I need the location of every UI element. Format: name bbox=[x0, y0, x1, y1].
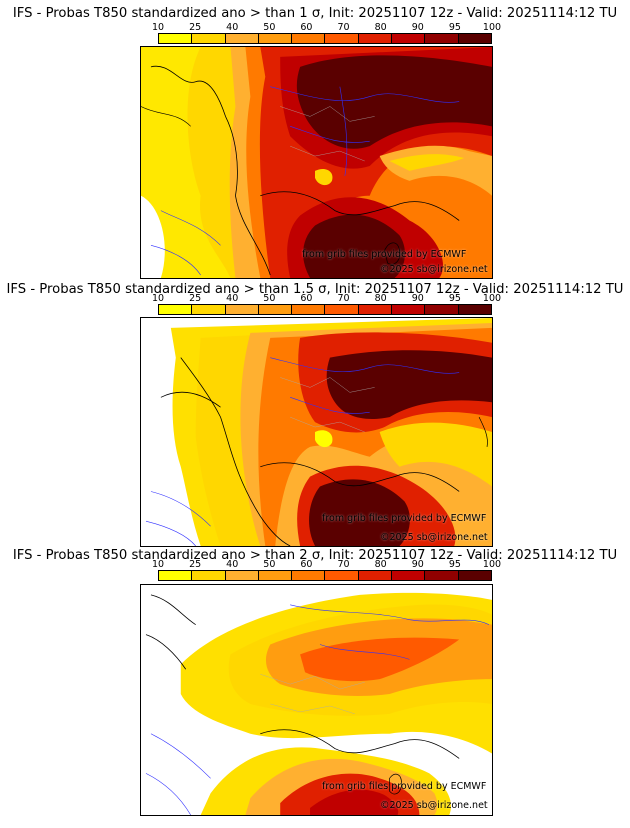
colorbar-tick-label: 25 bbox=[189, 559, 202, 570]
colorbar-tick-label: 40 bbox=[226, 293, 239, 304]
colorbar-swatch bbox=[392, 34, 426, 43]
colorbar-tick-label: 90 bbox=[411, 293, 424, 304]
panel-1-title: IFS - Probas T850 standardized ano > tha… bbox=[12, 6, 618, 21]
colorbar-tick-label: 70 bbox=[337, 559, 350, 570]
colorbar-swatch bbox=[325, 34, 359, 43]
panel-3-map-svg bbox=[141, 585, 492, 815]
colorbar-tick-label: 95 bbox=[448, 22, 461, 33]
colorbar-swatch bbox=[258, 571, 293, 580]
colorbar-swatch bbox=[458, 34, 491, 43]
colorbar-swatch bbox=[425, 571, 459, 580]
colorbar-tick-label: 95 bbox=[448, 293, 461, 304]
colorbar-swatch bbox=[292, 571, 326, 580]
colorbar-tick-label: 95 bbox=[448, 559, 461, 570]
panel-3-credit-copyright: ©2025 sb@irizone.net bbox=[380, 800, 488, 811]
panel-2-title: IFS - Probas T850 standardized ano > tha… bbox=[6, 282, 624, 297]
colorbar-tick-label: 40 bbox=[226, 22, 239, 33]
colorbar-swatch bbox=[225, 305, 259, 314]
colorbar-swatch bbox=[258, 34, 293, 43]
colorbar-swatch bbox=[225, 571, 259, 580]
colorbar-tick-label: 60 bbox=[300, 22, 313, 33]
colorbar-tick-label: 90 bbox=[411, 559, 424, 570]
panel-2-credit-source: from grib files provided by ECMWF bbox=[322, 513, 487, 524]
panel-1-colorbar-ticks: 10 25 40 50 60 70 80 90 95 100 bbox=[152, 22, 501, 33]
colorbar-swatch bbox=[325, 305, 359, 314]
colorbar-tick-label: 50 bbox=[263, 22, 276, 33]
colorbar-tick-label: 100 bbox=[482, 559, 502, 570]
colorbar-swatch bbox=[192, 571, 226, 580]
panel-2-colorbar bbox=[158, 304, 492, 315]
colorbar-swatch bbox=[292, 34, 326, 43]
colorbar-tick-label: 10 bbox=[151, 293, 165, 304]
colorbar-swatch bbox=[392, 571, 426, 580]
colorbar-swatch bbox=[192, 305, 226, 314]
colorbar-swatch bbox=[392, 305, 426, 314]
panel-2-credit-copyright: ©2025 sb@irizone.net bbox=[380, 532, 488, 543]
panel-2-map-svg bbox=[141, 318, 492, 546]
panel-1-credit-copyright: ©2025 sb@irizone.net bbox=[380, 264, 488, 275]
colorbar-swatch bbox=[425, 305, 459, 314]
colorbar-tick-label: 100 bbox=[482, 22, 502, 33]
colorbar-swatch bbox=[258, 305, 293, 314]
colorbar-tick-label: 60 bbox=[300, 293, 313, 304]
colorbar-swatch bbox=[458, 571, 491, 580]
panel-1-map-svg bbox=[141, 47, 492, 278]
colorbar-tick-label: 100 bbox=[482, 293, 502, 304]
colorbar-tick-label: 40 bbox=[226, 559, 239, 570]
panel-1-colorbar bbox=[158, 33, 492, 44]
colorbar-swatch bbox=[358, 34, 393, 43]
colorbar-swatch bbox=[325, 571, 359, 580]
panel-3-colorbar-ticks: 10 25 40 50 60 70 80 90 95 100 bbox=[152, 559, 501, 570]
colorbar-swatch bbox=[358, 305, 393, 314]
colorbar-tick-label: 90 bbox=[411, 22, 424, 33]
colorbar-tick-label: 25 bbox=[189, 293, 202, 304]
colorbar-tick-label: 70 bbox=[337, 22, 350, 33]
colorbar-swatch bbox=[292, 305, 326, 314]
colorbar-swatch bbox=[458, 305, 491, 314]
colorbar-tick-label: 50 bbox=[263, 293, 276, 304]
colorbar-tick-label: 50 bbox=[263, 559, 276, 570]
colorbar-tick-label: 10 bbox=[151, 22, 165, 33]
colorbar-swatch bbox=[425, 34, 459, 43]
colorbar-tick-label: 80 bbox=[374, 22, 387, 33]
panel-2-map bbox=[140, 317, 493, 547]
panel-3-map bbox=[140, 584, 493, 816]
panel-1-map bbox=[140, 46, 493, 279]
panel-3-credit-source: from grib files provided by ECMWF bbox=[322, 781, 487, 792]
panel-2-colorbar-ticks: 10 25 40 50 60 70 80 90 95 100 bbox=[152, 293, 501, 304]
colorbar-swatch bbox=[358, 571, 393, 580]
panel-3-title: IFS - Probas T850 standardized ano > tha… bbox=[12, 548, 618, 563]
colorbar-swatch bbox=[159, 34, 193, 43]
colorbar-tick-label: 60 bbox=[300, 559, 313, 570]
colorbar-swatch bbox=[192, 34, 226, 43]
panel-3-colorbar bbox=[158, 570, 492, 581]
colorbar-tick-label: 80 bbox=[374, 293, 387, 304]
panel-1-credit-source: from grib files provided by ECMWF bbox=[302, 249, 467, 260]
colorbar-swatch bbox=[159, 305, 193, 314]
colorbar-tick-label: 70 bbox=[337, 293, 350, 304]
colorbar-tick-label: 10 bbox=[151, 559, 165, 570]
colorbar-swatch bbox=[225, 34, 259, 43]
colorbar-tick-label: 80 bbox=[374, 559, 387, 570]
colorbar-swatch bbox=[159, 571, 193, 580]
colorbar-tick-label: 25 bbox=[189, 22, 202, 33]
